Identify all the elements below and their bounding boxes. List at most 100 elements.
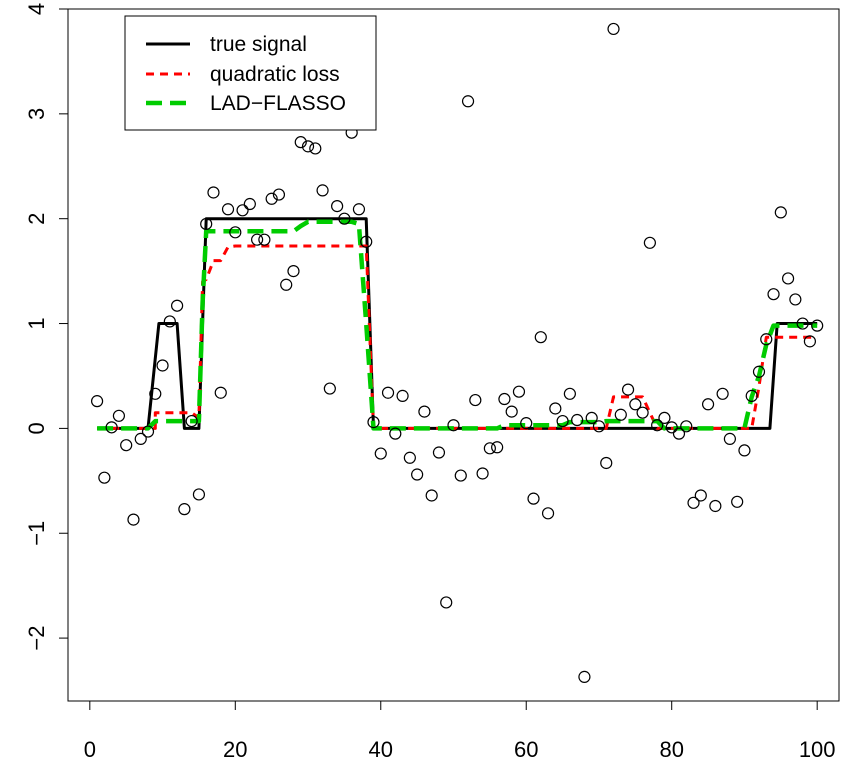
- data-point: [178, 503, 191, 516]
- data-point: [636, 406, 649, 419]
- data-point: [461, 95, 475, 108]
- data-point: [258, 233, 271, 246]
- data-point: [505, 405, 518, 418]
- y-tick-label: 2: [24, 213, 49, 225]
- data-point: [287, 265, 300, 278]
- data-point: [731, 495, 744, 508]
- data-point: [251, 233, 264, 246]
- legend: true signal quadratic loss LAD−FLASSO: [124, 15, 377, 131]
- data-point: [563, 387, 576, 400]
- data-point: [331, 200, 344, 213]
- data-point: [549, 402, 562, 415]
- data-point: [105, 421, 118, 434]
- data-point: [163, 315, 176, 328]
- data-point: [527, 492, 540, 505]
- data-point: [803, 335, 817, 348]
- scatter-points: [90, 22, 824, 683]
- data-point: [614, 408, 627, 421]
- data-point: [745, 389, 758, 402]
- y-tick-label: 0: [24, 422, 49, 434]
- data-point: [171, 299, 184, 312]
- data-point: [512, 385, 526, 398]
- data-point: [621, 383, 635, 396]
- y-tick-label: 3: [24, 108, 49, 120]
- data-point: [141, 425, 155, 438]
- data-point: [338, 212, 351, 225]
- data-point: [578, 670, 591, 683]
- data-point: [811, 319, 824, 332]
- data-point: [381, 386, 395, 399]
- x-tick-label: 0: [84, 737, 96, 762]
- data-point: [687, 496, 700, 509]
- data-point: [796, 317, 809, 330]
- series-lines: [97, 217, 818, 431]
- legend-label: LAD−FLASSO: [210, 92, 346, 115]
- data-point: [389, 427, 402, 440]
- data-point: [541, 507, 555, 520]
- data-point: [760, 333, 773, 346]
- data-point: [352, 203, 366, 216]
- data-point: [207, 186, 220, 199]
- data-point: [709, 499, 722, 513]
- data-point: [229, 226, 242, 239]
- x-tick-label: 80: [659, 737, 683, 762]
- legend-label: quadratic loss: [210, 63, 340, 86]
- data-point: [403, 451, 416, 464]
- data-point: [294, 136, 307, 149]
- data-point: [629, 398, 642, 411]
- data-point: [680, 420, 693, 433]
- data-point: [723, 432, 736, 445]
- data-point: [185, 414, 198, 428]
- data-point: [156, 359, 169, 372]
- data-point: [469, 393, 482, 407]
- data-point: [440, 596, 453, 609]
- data-point: [694, 489, 707, 502]
- data-point: [425, 489, 438, 502]
- data-point: [309, 142, 322, 155]
- data-point: [651, 419, 664, 432]
- data-point: [716, 387, 729, 400]
- data-point: [149, 387, 162, 400]
- data-point: [665, 421, 678, 434]
- data-point: [774, 206, 787, 219]
- data-point: [200, 217, 213, 231]
- series-line: [97, 219, 818, 431]
- y-tick-label: 4: [24, 3, 49, 15]
- data-point: [571, 413, 584, 427]
- data-point: [781, 272, 795, 285]
- data-point: [520, 417, 533, 430]
- data-point: [360, 235, 373, 248]
- data-point: [534, 331, 547, 344]
- data-point: [265, 192, 278, 205]
- data-point: [789, 293, 802, 306]
- data-point: [752, 365, 766, 378]
- data-point: [192, 488, 206, 501]
- data-point: [316, 184, 329, 197]
- data-point: [672, 427, 686, 440]
- x-tick-label: 100: [799, 737, 836, 762]
- data-point: [476, 467, 489, 480]
- x-tick-label: 20: [223, 737, 247, 762]
- data-point: [90, 395, 104, 408]
- data-point: [236, 204, 249, 217]
- data-point: [134, 432, 147, 445]
- data-point: [367, 416, 380, 429]
- x-tick-label: 40: [369, 737, 393, 762]
- data-point: [592, 420, 606, 433]
- data-point: [600, 456, 613, 470]
- y-tick-label: −1: [24, 521, 49, 546]
- legend-label: true signal: [210, 33, 307, 56]
- data-point: [301, 140, 315, 153]
- data-point: [585, 411, 598, 425]
- data-point: [272, 188, 286, 201]
- y-tick-label: −2: [24, 626, 49, 651]
- y-tick-label: 1: [24, 317, 49, 329]
- data-point: [127, 513, 140, 526]
- data-point: [214, 386, 227, 399]
- data-point: [374, 447, 387, 460]
- data-point: [418, 405, 431, 418]
- y-axis: −2 −1 0 1 2 3 4: [24, 3, 69, 651]
- data-point: [323, 382, 336, 395]
- data-point: [483, 442, 496, 455]
